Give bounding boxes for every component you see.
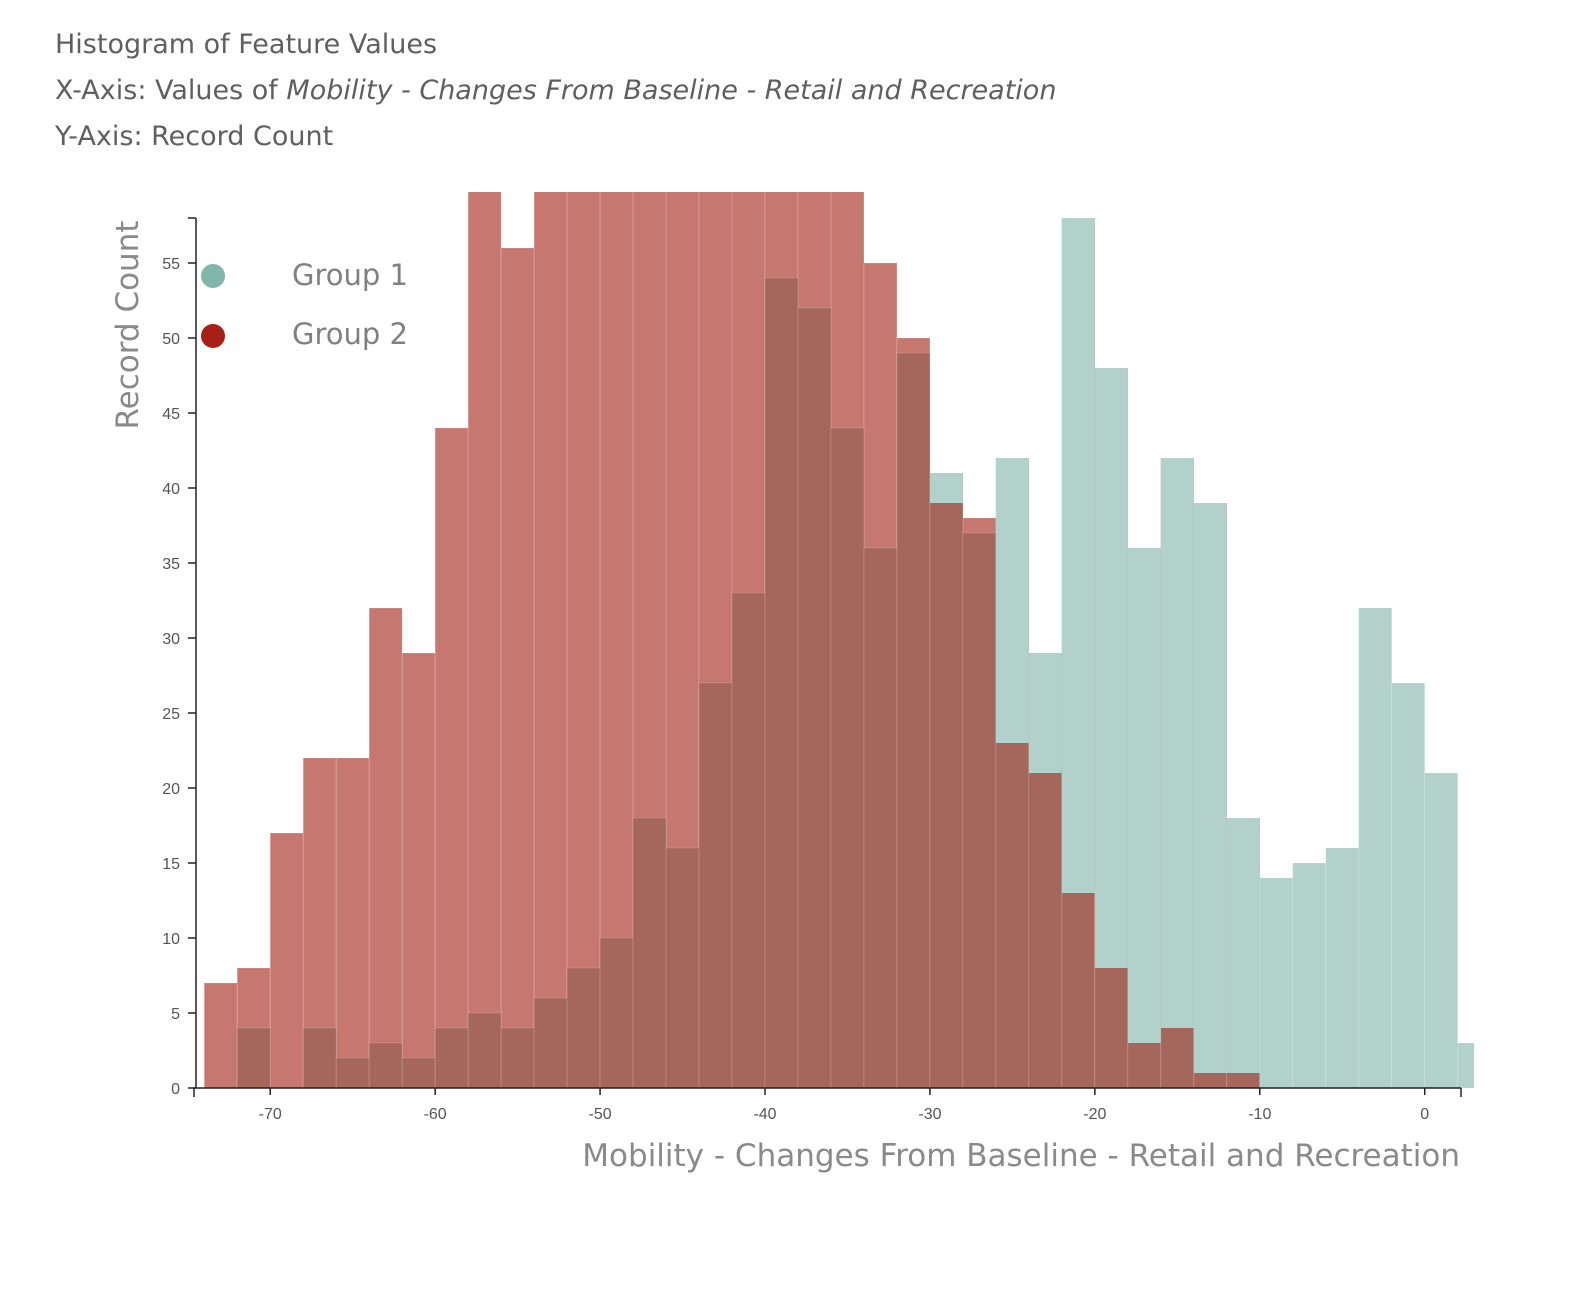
y-tick-label: 45 <box>162 406 180 423</box>
group-1-bar <box>764 277 799 1089</box>
group-1-bar-segment <box>1028 653 1062 773</box>
y-tick-label: 5 <box>171 1006 180 1023</box>
group-2-bar <box>566 192 601 1089</box>
group-1-bar <box>302 1027 337 1089</box>
group-1-bar <box>896 352 931 1089</box>
x-tick-label: -30 <box>918 1106 941 1123</box>
group-1-bar-segment <box>1193 503 1227 1073</box>
group-1-bars <box>236 217 1474 1089</box>
group-1-bar-segment <box>1094 368 1128 968</box>
y-tick-label: 25 <box>162 706 180 723</box>
y-axis: 0 5 10 15 20 25 30 35 40 45 50 55 <box>162 217 197 1098</box>
group-1-bar <box>533 997 568 1089</box>
group-1-bar-segment <box>1061 218 1095 893</box>
group-1-bar <box>500 1027 535 1089</box>
x-tick-label: 0 <box>1420 1106 1429 1123</box>
group-1-bar <box>434 1027 469 1089</box>
legend-marker-group-1 <box>201 264 225 288</box>
group-1-bar <box>1292 862 1327 1089</box>
group-1-bar <box>962 532 997 1089</box>
group-2-bar <box>401 652 436 1089</box>
legend: Group 1 Group 2 <box>201 258 408 351</box>
group-2-bar <box>368 607 403 1089</box>
group-1-bar-segment <box>929 473 963 503</box>
y-axis-title: Record Count <box>110 220 146 429</box>
group-1-bar <box>335 1057 370 1089</box>
chart-header: Histogram of Feature Values X-Axis: Valu… <box>55 22 1056 160</box>
group-1-bar <box>698 682 733 1089</box>
legend-label-group-2: Group 2 <box>292 317 408 351</box>
group-2-bar <box>467 192 502 1089</box>
y-tick-label: 40 <box>162 481 180 498</box>
group-1-bar <box>467 1012 502 1089</box>
group-1-bar-segment <box>1226 818 1260 1073</box>
group-1-bar <box>929 472 964 1089</box>
x-tick-label: -10 <box>1248 1106 1271 1123</box>
group-1-bar <box>1325 847 1360 1089</box>
y-axis-description: Y-Axis: Record Count <box>55 121 334 152</box>
x-axis: -70 -60 -50 -40 -30 -20 -10 0 <box>193 1087 1462 1123</box>
x-tick-label: -40 <box>753 1106 776 1123</box>
x-axis-feature-name: Mobility - Changes From Baseline - Retai… <box>286 75 1057 106</box>
x-tick-label: -20 <box>1083 1106 1106 1123</box>
group-1-bar <box>797 307 832 1089</box>
group-2-bar <box>500 247 535 1089</box>
group-1-bar <box>236 1027 271 1089</box>
group-2-bar <box>269 832 304 1089</box>
group-2-bar <box>203 982 238 1089</box>
group-1-bar-segment <box>1127 548 1161 1043</box>
y-tick-label: 0 <box>171 1081 180 1098</box>
group-1-bar-segment <box>1160 458 1194 1028</box>
group-2-bar <box>533 192 568 1089</box>
x-axis-description: X-Axis: Values of Mobility - Changes Fro… <box>55 68 1056 114</box>
group-1-bar <box>830 427 865 1089</box>
group-2-bar <box>434 427 469 1089</box>
group-1-bar <box>599 937 634 1089</box>
y-tick-label: 50 <box>162 331 180 348</box>
y-tick-label: 20 <box>162 781 180 798</box>
group-2-bar <box>335 757 370 1089</box>
group-1-bar <box>1424 772 1459 1089</box>
group-1-bar <box>368 1042 403 1089</box>
group-1-bar <box>1259 877 1294 1089</box>
group-1-bar <box>1391 682 1426 1089</box>
x-axis-title: Mobility - Changes From Baseline - Retai… <box>582 1138 1460 1174</box>
x-tick-label: -60 <box>424 1106 447 1123</box>
y-tick-label: 55 <box>162 256 180 273</box>
group-1-bar-segment <box>995 458 1029 743</box>
group-1-bar <box>731 592 766 1089</box>
x-tick-label: -50 <box>589 1106 612 1123</box>
group-1-bar <box>863 547 898 1089</box>
y-tick-label: 35 <box>162 556 180 573</box>
y-tick-label: 15 <box>162 856 180 873</box>
group-1-bar <box>1457 1042 1474 1089</box>
group-1-bar <box>632 817 667 1089</box>
group-1-bar <box>665 847 700 1089</box>
group-1-bar <box>401 1057 436 1089</box>
chart-title: Histogram of Feature Values <box>55 29 438 60</box>
x-tick-label: -70 <box>259 1106 282 1123</box>
y-tick-label: 30 <box>162 631 180 648</box>
legend-label-group-1: Group 1 <box>292 258 408 292</box>
group-1-bar <box>1358 607 1393 1089</box>
group-1-bar <box>566 967 601 1089</box>
y-tick-label: 10 <box>162 931 180 948</box>
legend-marker-group-2 <box>201 324 225 348</box>
x-axis-description-prefix: X-Axis: Values of <box>55 75 287 106</box>
